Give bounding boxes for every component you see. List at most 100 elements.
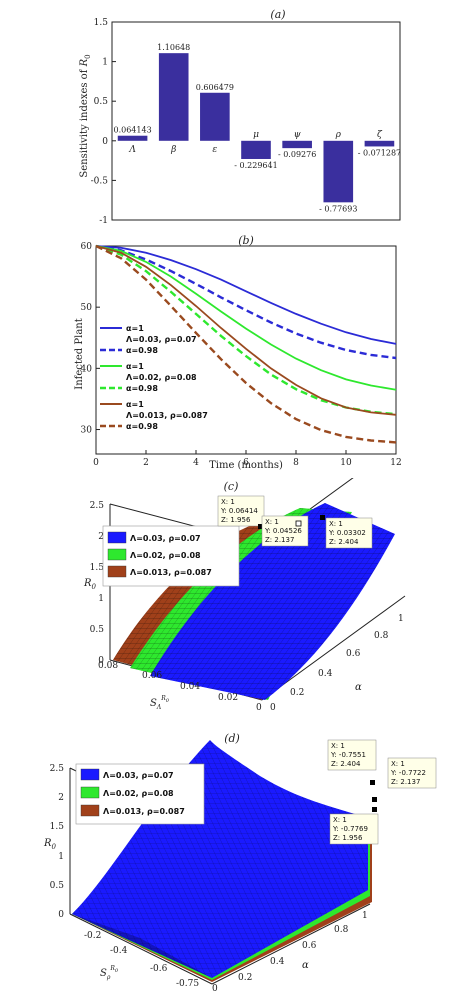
- legend-c-swatch-2: [107, 565, 127, 578]
- svg-text:Y: -0.7769: Y: -0.7769: [332, 825, 368, 833]
- legend-b-solid-label-0: α=1: [126, 324, 144, 333]
- bar-4: [282, 140, 312, 149]
- zd-tick-3: 1.5: [50, 822, 65, 832]
- legend-d-label-0: Λ=0.03, ρ=0.07: [103, 771, 174, 780]
- bar-value-label-0: 0.064143: [113, 126, 151, 135]
- svg-text:X: 1: X: 1: [391, 760, 405, 768]
- legend-c-label-1: Λ=0.02, ρ=0.08: [130, 551, 201, 560]
- panel-d-xticks: -0.2 -0.4 -0.6 -0.75: [84, 931, 199, 989]
- yd-tick-1: 0.2: [238, 973, 252, 983]
- sensitivity-bar-chart: (a) -1 -0.5 0 0.5 1 1.5 0.064143 Λ 1.10648 β 0.60…: [79, 8, 401, 226]
- ya-tick-label: 1.5: [94, 18, 109, 28]
- panel-b-xlabel: Time (months): [209, 460, 283, 471]
- panel-d-datatip-2: X: 1 Y: -0.7769 Z: 1.956: [329, 807, 379, 845]
- panel-c-zlabel: R0: [83, 578, 97, 591]
- legend-c-swatch-0: [107, 531, 127, 544]
- panel-d-title: (d): [224, 732, 240, 745]
- panel-c-datatip-2: X: 1 Y: 0.03302 Z: 2.404: [320, 515, 373, 549]
- yb-tick-label: 60: [81, 242, 93, 252]
- bar-1: [158, 53, 189, 141]
- xb-tick-label: 6: [243, 458, 249, 468]
- bar-6: [364, 140, 395, 147]
- yc-tick-2: 0.4: [318, 669, 333, 679]
- legend-d-label-2: Λ=0.013, ρ=0.087: [103, 807, 185, 816]
- svg-text:Y: -0.7722: Y: -0.7722: [390, 769, 426, 777]
- zd-tick-0: 0: [58, 910, 64, 920]
- panel-c-title: (c): [224, 480, 239, 493]
- legend-b-group-label-2: Λ=0.013, ρ=0.087: [126, 411, 208, 420]
- bar-category-label-2: ε: [212, 145, 217, 155]
- panel-d-yticks: 0 0.2 0.4 0.6 0.8 1: [212, 911, 368, 993]
- legend-d-label-1: Λ=0.02, ρ=0.08: [103, 789, 174, 798]
- svg-text:Z: 1.956: Z: 1.956: [221, 516, 251, 524]
- ya-tick-label: -1: [99, 216, 108, 226]
- bar-3: [241, 140, 271, 159]
- legend-b-dash-label-2: α=0.98: [126, 422, 158, 431]
- legend-b-solid-label-2: α=1: [126, 400, 144, 409]
- panel-d-ylabel: α: [302, 960, 309, 971]
- yc-tick-1: 0.2: [290, 688, 304, 698]
- zc-tick-3: 1.5: [90, 563, 105, 573]
- legend-b-group-label-1: Λ=0.02, ρ=0.08: [126, 373, 197, 382]
- panel-a-title: (a): [270, 8, 285, 21]
- bar-value-label-3: - 0.229641: [234, 161, 277, 170]
- zc-tick-1: 0.5: [90, 625, 105, 635]
- panel-d-xlabel: SρR0: [100, 965, 119, 981]
- svg-text:Z: 1.956: Z: 1.956: [333, 834, 363, 842]
- yd-tick-0: 0: [212, 984, 218, 993]
- svg-text:X: 1: X: 1: [221, 498, 235, 506]
- bar-value-label-4: - 0.09276: [278, 150, 316, 159]
- xb-tick-label: 12: [390, 458, 401, 468]
- panel-d-zlabel: R0: [43, 838, 57, 851]
- ya-tick-label: 1: [102, 58, 108, 68]
- xb-tick-label: 0: [93, 458, 99, 468]
- r0-surface-lambda: (c) 0 0.5 1 1.5 2 2.5 R0 0.08 0.06 0.04 …: [83, 478, 406, 713]
- yc-tick-0: 0: [270, 703, 276, 713]
- legend-d-swatch-2: [80, 804, 100, 817]
- bar-category-label-4: ψ: [294, 130, 302, 140]
- panel-d-datatip-0: X: 1 Y: -0.7551 Z: 2.404: [327, 739, 377, 785]
- xb-tick-label: 8: [293, 458, 299, 468]
- xb-tick-label: 4: [193, 458, 199, 468]
- zc-tick-5: 2.5: [90, 501, 105, 511]
- yd-tick-2: 0.4: [270, 957, 285, 967]
- panel-a-ylabel: Sensitivity indexes of R0: [79, 54, 92, 177]
- legend-d-swatch-0: [80, 768, 100, 781]
- zd-tick-1: 0.5: [50, 881, 65, 891]
- panel-c-datatip-0: X: 1 Y: 0.06414 Z: 1.956: [217, 495, 265, 529]
- svg-text:Z: 2.404: Z: 2.404: [329, 538, 359, 546]
- bar-value-label-5: - 0.77693: [319, 204, 357, 213]
- yb-tick-label: 50: [81, 303, 93, 313]
- bar-value-label-2: 0.606479: [196, 83, 234, 92]
- xd-tick-0: -0.2: [84, 931, 101, 941]
- panel-c-xlabel: SΛR0: [150, 695, 170, 711]
- xc-tick-0: 0.08: [98, 661, 118, 671]
- svg-text:X: 1: X: 1: [333, 816, 347, 824]
- legend-b-dash-label-1: α=0.98: [126, 384, 158, 393]
- yc-tick-3: 0.6: [346, 649, 361, 659]
- yc-tick-4: 0.8: [374, 631, 389, 641]
- xc-tick-4: 0: [256, 703, 262, 713]
- svg-text:Z: 2.137: Z: 2.137: [265, 536, 294, 544]
- svg-text:X: 1: X: 1: [265, 518, 279, 526]
- series-line-0: [95, 245, 397, 345]
- svg-text:Z: 2.137: Z: 2.137: [391, 778, 420, 786]
- yb-tick-label: 40: [81, 364, 93, 374]
- panel-d-zticks: 0 0.5 1 1.5 2 2.5: [50, 764, 65, 920]
- panel-c-xticks: 0.08 0.06 0.04 0.02 0: [98, 661, 262, 713]
- bar-5: [323, 140, 354, 203]
- legend-c-label-2: Λ=0.013, ρ=0.087: [130, 568, 212, 577]
- series-line-4: [95, 245, 397, 416]
- bar-category-label-6: ζ: [377, 130, 383, 140]
- ya-tick-label: 0.5: [94, 97, 109, 107]
- svg-text:Y: -0.7551: Y: -0.7551: [330, 751, 366, 759]
- panel-d-datatip-1: X: 1 Y: -0.7722 Z: 2.137: [372, 757, 437, 802]
- panel-b-title: (b): [238, 234, 254, 247]
- legend-c-label-0: Λ=0.03, ρ=0.07: [130, 534, 201, 543]
- bar-category-label-5: ρ: [335, 130, 342, 140]
- yd-tick-4: 0.8: [334, 925, 349, 935]
- panel-d-legend: Λ=0.03, ρ=0.07 Λ=0.02, ρ=0.08 Λ=0.013, ρ…: [75, 763, 205, 825]
- panel-c-ylabel: α: [355, 682, 362, 693]
- svg-text:Z: 2.404: Z: 2.404: [331, 760, 361, 768]
- panel-c-datatip-1: X: 1 Y: 0.04526 Z: 2.137: [261, 515, 309, 547]
